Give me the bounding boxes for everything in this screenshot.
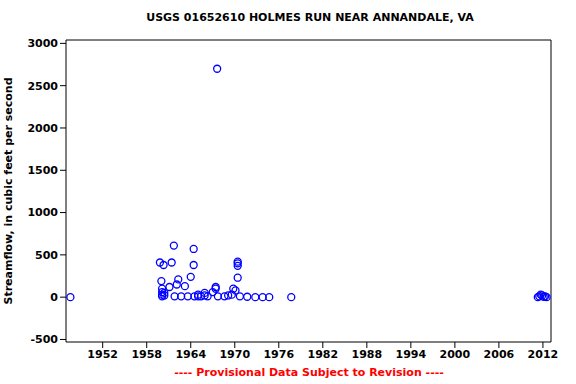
- svg-text:1994: 1994: [396, 348, 427, 361]
- svg-text:1952: 1952: [87, 348, 118, 361]
- html-text:---- Provisional Data Subject: ---- Provisional Data Subject to Revisio…: [174, 366, 444, 379]
- svg-text:-500: -500: [30, 333, 58, 346]
- svg-text:2000: 2000: [27, 122, 58, 135]
- svg-text:1988: 1988: [352, 348, 383, 361]
- svg-text:2012: 2012: [528, 348, 559, 361]
- svg-text:500: 500: [35, 249, 58, 262]
- svg-text:Streamflow, in cubic feet per: Streamflow, in cubic feet per second: [8, 77, 15, 304]
- svg-text:2500: 2500: [27, 80, 58, 93]
- svg-text:1976: 1976: [263, 348, 294, 361]
- html-text:USGS 01652610 HOLMES RUN NEAR: USGS 01652610 HOLMES RUN NEAR ANNANDALE,…: [146, 11, 474, 24]
- svg-text:2000: 2000: [440, 348, 471, 361]
- svg-text:1964: 1964: [175, 348, 206, 361]
- svg-text:1000: 1000: [27, 206, 58, 219]
- svg-text:1500: 1500: [27, 164, 58, 177]
- svg-text:1958: 1958: [131, 348, 162, 361]
- svg-text:0: 0: [50, 291, 58, 304]
- svg-text:1970: 1970: [219, 348, 250, 361]
- svg-text:1982: 1982: [307, 348, 338, 361]
- svg-text:3000: 3000: [27, 37, 58, 50]
- svg-text:2006: 2006: [484, 348, 515, 361]
